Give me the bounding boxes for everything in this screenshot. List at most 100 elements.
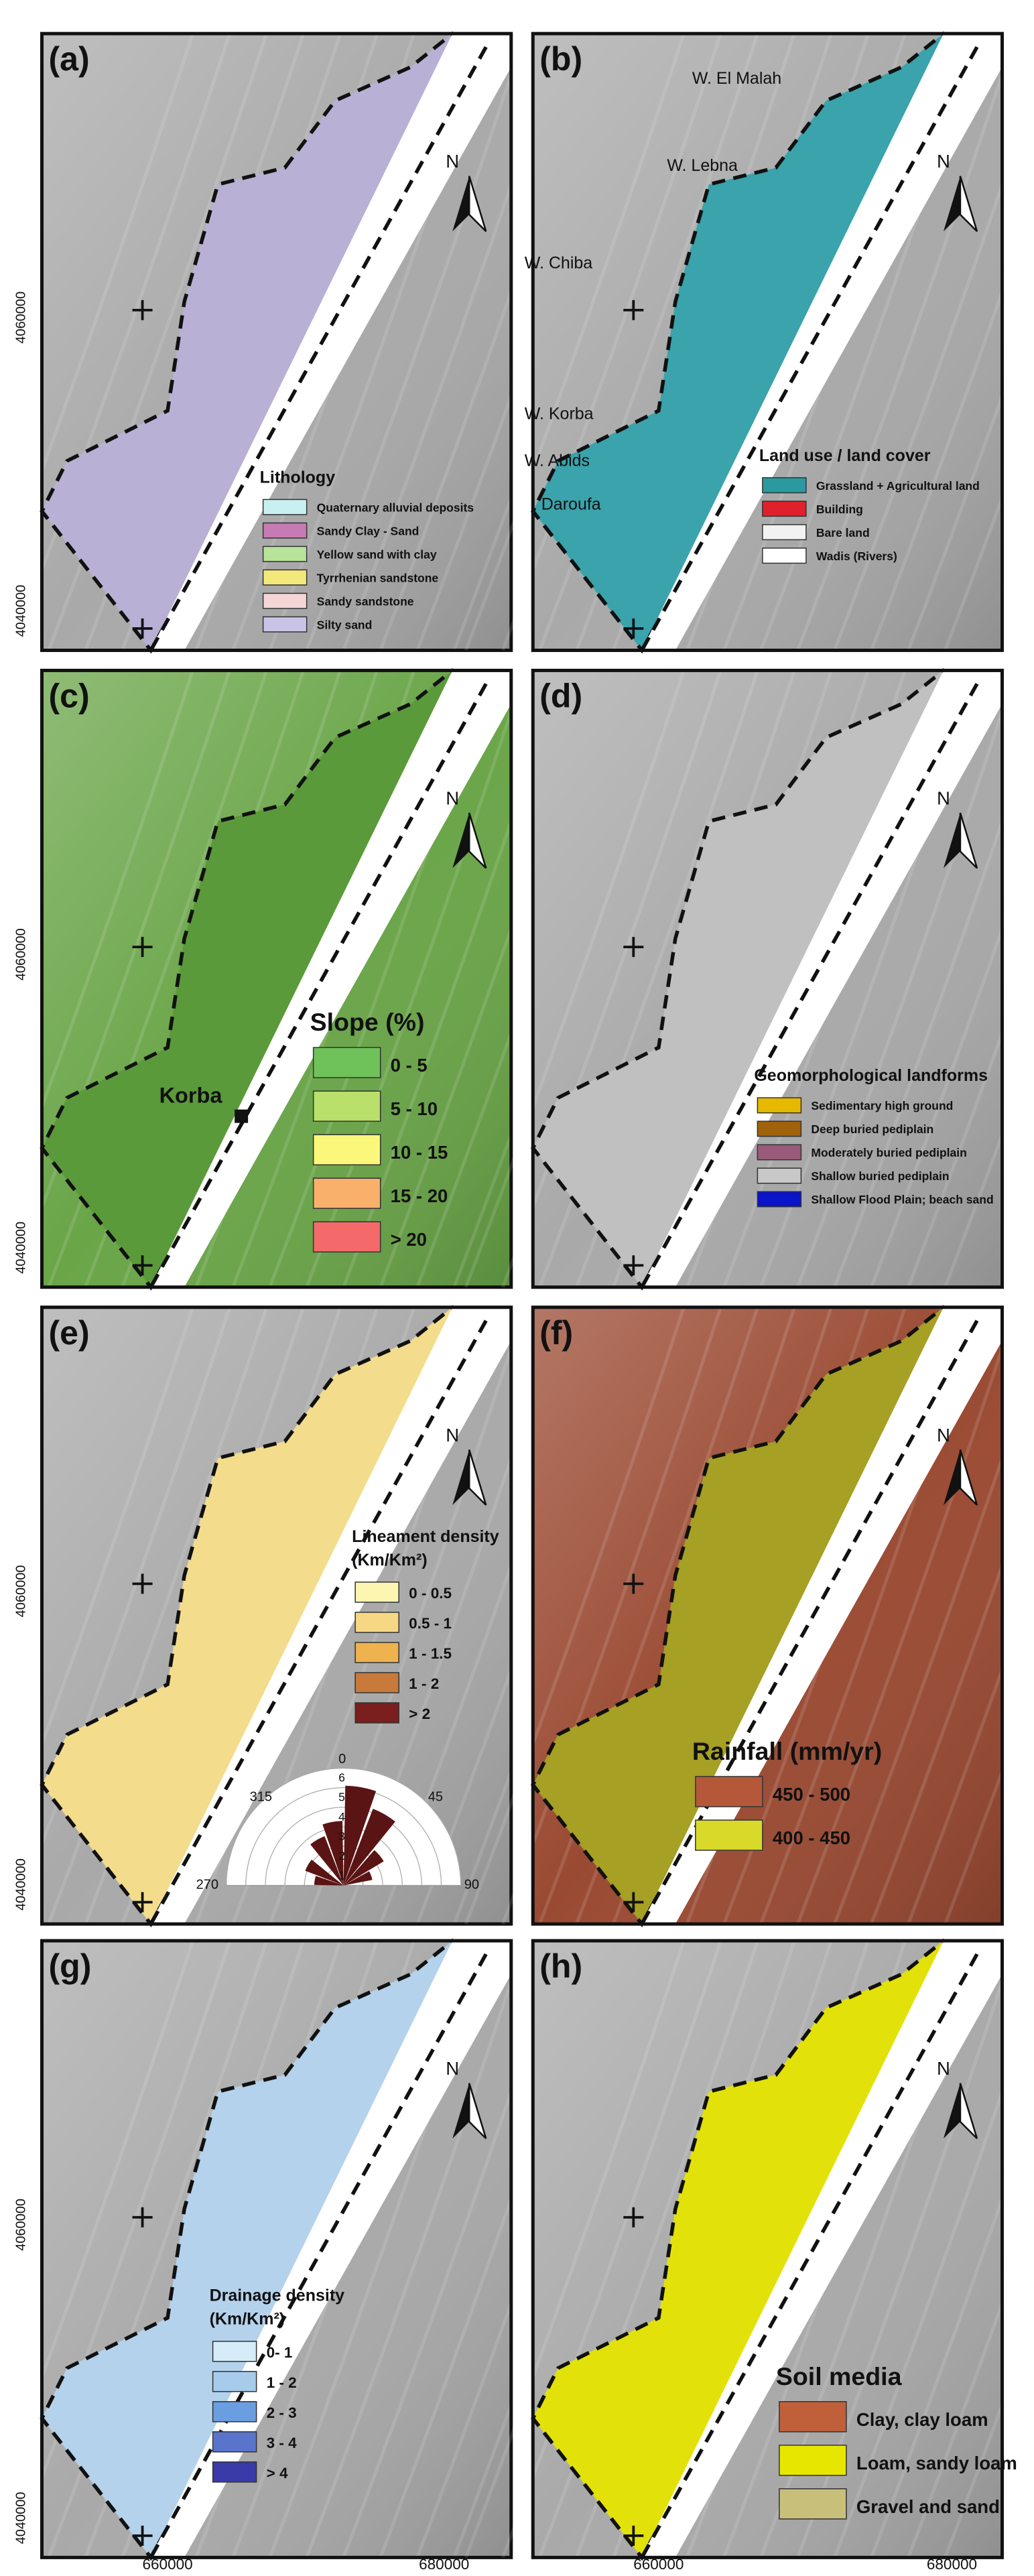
panel-border [40, 1939, 513, 2559]
coast-strip [641, 34, 1003, 651]
relief-line [305, 33, 527, 651]
legend-label: Quaternary alluvial deposits [317, 501, 474, 514]
y-coordinate-label: 4040000 [14, 585, 29, 637]
legend-label: Yellow sand with clay [317, 548, 437, 561]
north-arrow-left [452, 176, 470, 232]
relief-line [464, 1306, 686, 1925]
relief-line [870, 194, 1034, 651]
grid-cross [623, 2525, 644, 2546]
legend-swatch [757, 1120, 802, 1137]
relief-line [833, 721, 1034, 1288]
grid-cross [132, 937, 153, 958]
grid-cross [623, 618, 644, 639]
north-label: N [446, 2058, 459, 2079]
legend-label: 15 - 20 [391, 1185, 448, 1206]
rose-ring [284, 1826, 403, 1886]
rose-petal [314, 1876, 344, 1886]
legend-swatch [312, 1090, 381, 1122]
legend-label: Sandy Clay - Sand [317, 524, 419, 537]
y-coordinate-label: 4040000 [14, 1222, 29, 1274]
rose-petal [343, 1785, 377, 1886]
grid-cross [623, 937, 644, 958]
rose-ring-label: 1 [338, 1868, 345, 1882]
map-panel: (a) N Lithology Quaternary alluvial deposit… [0, 31, 674, 654]
grid-cross [132, 618, 153, 639]
legend-swatch [262, 522, 308, 539]
rose-petal [322, 1821, 344, 1886]
legend-label: Wadis (Rivers) [816, 550, 897, 563]
legend-swatch [762, 501, 807, 517]
coast-line [640, 683, 979, 1289]
panel-letter: (d) [539, 677, 582, 714]
panel-border [531, 668, 1004, 1289]
coast-strip [641, 670, 1003, 1287]
legend: Lineament density (Km/Km²) 0 - 0.5 0.5 - 1 1… [352, 1527, 499, 1724]
rose-ring [225, 1767, 462, 1886]
legend-swatch [262, 616, 308, 633]
rose-ring-label: 4 [338, 1810, 345, 1823]
place-label: W. Abids [525, 451, 590, 470]
legend-label: Grassland + Agricultural land [816, 479, 980, 493]
y-coordinate-label: 4060000 [14, 2199, 29, 2251]
coast-line [149, 46, 488, 651]
legend-label: Shallow buried pediplain [811, 1169, 949, 1183]
legend-swatch [757, 1097, 802, 1114]
relief-line [907, 2208, 1034, 2559]
grid-cross [623, 2207, 644, 2228]
north-arrow-left [452, 813, 470, 868]
legend-swatch [354, 1702, 399, 1724]
map-panel: (g) N Drainage density (Km/Km²) 0- 1 1 - 2 2 -… [0, 1938, 674, 2561]
relief-line [10, 1306, 231, 1925]
legend-label: > 2 [409, 1705, 430, 1722]
rose-label: 45 [428, 1789, 443, 1804]
coast-line [640, 1953, 979, 2559]
legend-label: > 20 [391, 1229, 427, 1250]
grid-cross [132, 300, 153, 320]
legend-swatch [212, 2371, 257, 2392]
legend: Drainage density (Km/Km²) 0- 1 1 - 2 2 - 3 3 … [210, 2287, 344, 2483]
legend-swatch [757, 1144, 802, 1161]
rose-petal [310, 1836, 344, 1886]
legend-label: 0 - 0.5 [409, 1585, 452, 1602]
north-arrow-right [959, 812, 978, 869]
panel-letter: (g) [49, 1947, 92, 1985]
map-panel: (b) N Land use / land cover Grassland + Agr… [464, 31, 1034, 654]
north-arrow-right [959, 2083, 978, 2140]
legend-label: 1 - 2 [267, 2374, 297, 2391]
legend-title: Lithology [260, 468, 336, 487]
grid-cross [623, 1892, 644, 1913]
legend-label: 2 - 3 [267, 2404, 297, 2421]
panel-border [40, 668, 513, 1289]
relief-line [10, 1940, 231, 2559]
legend-swatch [762, 548, 807, 564]
north-arrow-right [468, 1449, 487, 1506]
y-coordinate-label: 4060000 [14, 292, 29, 344]
north-arrow-left [452, 2083, 470, 2139]
rose-petal [343, 1871, 373, 1886]
y-coordinate-label: 4060000 [14, 1565, 29, 1618]
north-label: N [446, 788, 459, 809]
relief-line [907, 1574, 1034, 1925]
legend: Soil media Clay, clay loam Loam, sandy loa… [776, 2362, 1017, 2520]
grid-cross [623, 1255, 644, 1276]
relief-line [870, 2101, 1034, 2559]
legend-swatch [262, 499, 308, 515]
grid-cross [623, 1573, 644, 1594]
panel-border [40, 31, 513, 652]
rose-petal [343, 1850, 384, 1886]
legend-swatch [762, 524, 807, 541]
legend-swatch [695, 1776, 763, 1807]
legend-title: Slope (%) [310, 1008, 425, 1036]
legend-label: Sedimentary high ground [811, 1099, 953, 1112]
place-label: W. Lebna [667, 156, 738, 175]
north-label: N [446, 151, 459, 172]
coast-line [149, 1319, 488, 1925]
legend: Lithology Quaternary alluvial deposits San… [260, 468, 474, 633]
legend-title: Land use / land cover [759, 446, 931, 465]
rose-petal [305, 1859, 344, 1886]
legend-swatch [354, 1672, 399, 1693]
map-panel: (c) N Slope (%) 0 - 5 5 - 10 10 - 15 15 - 20 > … [0, 668, 674, 1291]
place-label: W. Korba [525, 404, 594, 423]
